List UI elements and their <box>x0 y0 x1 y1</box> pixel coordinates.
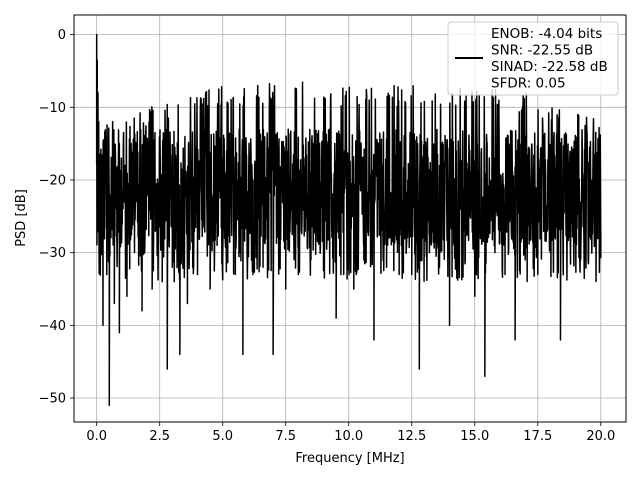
x-axis-ticks: 0.0 2.5 5.0 7.5 10.0 12.5 15.0 17.5 20.0 <box>86 422 615 444</box>
x-tick-label: 0.0 <box>86 429 107 444</box>
y-axis-label: PSD [dB] <box>14 189 29 247</box>
x-tick-label: 17.5 <box>523 429 552 444</box>
legend-line-1: SNR: -22.55 dB <box>491 43 593 59</box>
legend-box <box>447 21 619 96</box>
plot-frame <box>73 14 627 423</box>
x-tick-label: 12.5 <box>397 429 426 444</box>
legend-line-2: SINAD: -22.58 dB <box>491 59 608 75</box>
psd-series-line <box>95 33 602 407</box>
x-axis-label: Frequency [MHz] <box>295 451 404 466</box>
psd-series-group <box>95 33 602 407</box>
y-tick-label: −10 <box>39 101 66 116</box>
legend-line-0: ENOB: -4.04 bits <box>491 26 602 42</box>
y-tick-label: −20 <box>39 173 66 188</box>
y-tick-label: 0 <box>58 28 66 43</box>
y-tick-label: −30 <box>39 246 66 261</box>
x-tick-label: 15.0 <box>460 429 489 444</box>
y-tick-label: −40 <box>39 319 66 334</box>
y-axis-ticks: 0 −10 −20 −30 −40 −50 <box>39 28 74 407</box>
x-tick-label: 5.0 <box>212 429 233 444</box>
x-tick-label: 7.5 <box>275 429 296 444</box>
x-tick-label: 20.0 <box>586 429 615 444</box>
series-layer <box>95 33 602 407</box>
y-tick-label: −50 <box>39 392 66 407</box>
x-tick-label: 2.5 <box>149 429 170 444</box>
x-tick-label: 10.0 <box>334 429 363 444</box>
legend-line-3: SFDR: 0.05 <box>491 76 566 92</box>
